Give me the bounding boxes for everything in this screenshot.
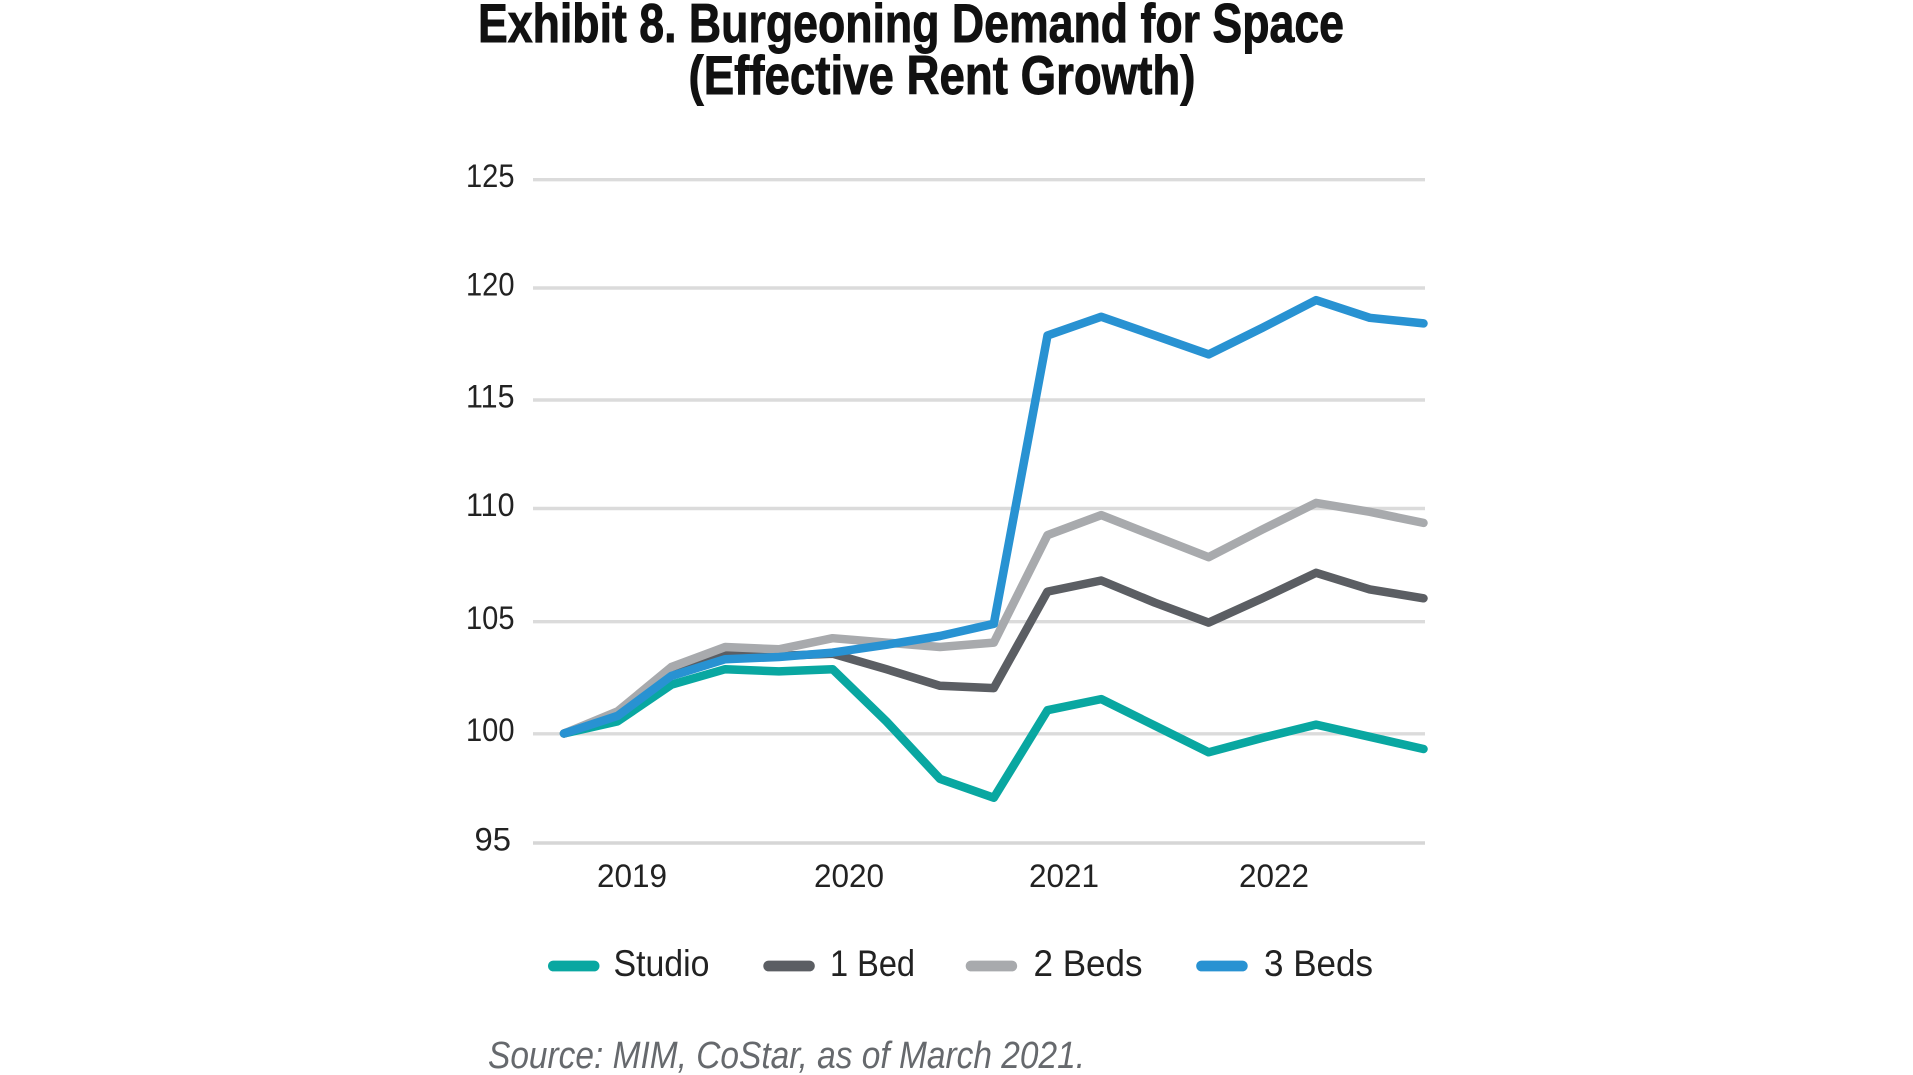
svg-text:3 Beds: 3 Beds (1264, 942, 1373, 984)
svg-text:105: 105 (466, 600, 515, 636)
svg-text:Studio: Studio (614, 942, 710, 984)
svg-text:2019: 2019 (597, 858, 667, 894)
svg-text:2022: 2022 (1239, 858, 1309, 894)
svg-text:120: 120 (466, 266, 515, 302)
svg-text:1 Bed: 1 Bed (830, 942, 915, 984)
svg-text:125: 125 (466, 158, 515, 194)
svg-text:115: 115 (466, 378, 515, 414)
svg-text:Source: MIM, CoStar, as of Mar: Source: MIM, CoStar, as of March 2021. (488, 1035, 1085, 1075)
svg-text:95: 95 (475, 821, 512, 857)
svg-text:(Effective Rent Growth): (Effective Rent Growth) (689, 45, 1196, 106)
svg-text:Exhibit 8. Burgeoning Demand f: Exhibit 8. Burgeoning Demand for Space (478, 0, 1344, 54)
svg-text:110: 110 (466, 487, 515, 523)
svg-text:2021: 2021 (1029, 858, 1099, 894)
svg-text:2020: 2020 (814, 858, 884, 894)
svg-text:100: 100 (466, 712, 515, 748)
svg-text:2 Beds: 2 Beds (1034, 942, 1143, 984)
